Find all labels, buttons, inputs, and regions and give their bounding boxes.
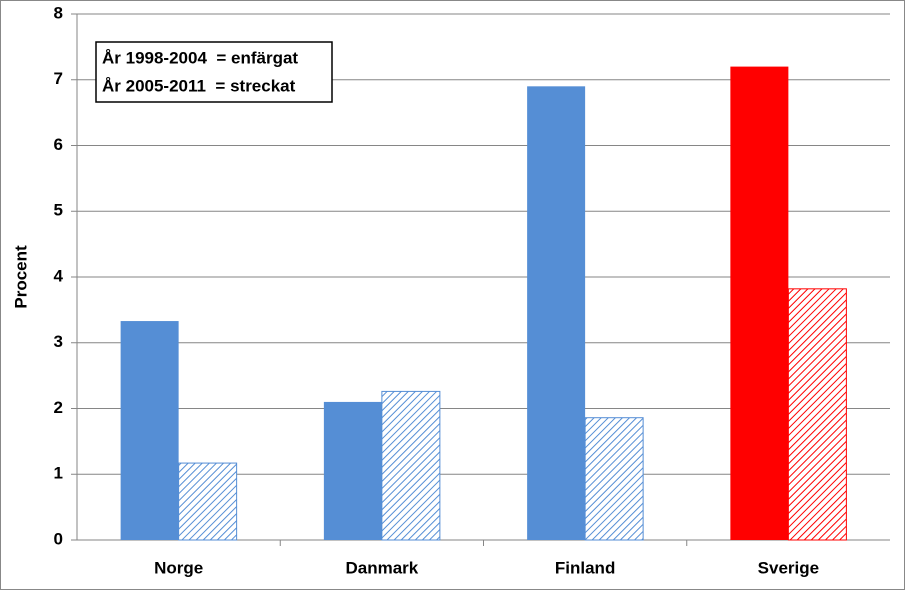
- y-tick-label: 7: [54, 69, 63, 88]
- y-tick-label: 6: [54, 135, 63, 154]
- y-tick-label: 4: [54, 266, 64, 285]
- legend-entry: År 1998-2004 = enfärgat: [102, 48, 298, 67]
- x-tick-label: Norge: [154, 558, 203, 577]
- bar: [323, 401, 382, 540]
- y-tick-label: 5: [54, 201, 63, 220]
- legend-box: [95, 41, 333, 103]
- x-tick-label: Danmark: [345, 558, 418, 577]
- bar: [120, 321, 179, 540]
- bar: [787, 288, 847, 541]
- bar: [381, 390, 441, 541]
- bar: [730, 66, 789, 540]
- y-tick-label: 1: [54, 464, 63, 483]
- y-axis-label: Procent: [11, 245, 30, 309]
- bar: [527, 86, 586, 540]
- x-tick-label: Sverige: [758, 558, 819, 577]
- legend-entry: År 2005-2011 = streckat: [102, 76, 296, 95]
- y-tick-label: 2: [54, 398, 63, 417]
- y-tick-label: 8: [54, 3, 63, 22]
- bar: [584, 417, 644, 541]
- x-tick-label: Finland: [555, 558, 615, 577]
- y-tick-label: 3: [54, 332, 63, 351]
- y-tick-label: 0: [54, 529, 63, 548]
- bar: [178, 462, 238, 541]
